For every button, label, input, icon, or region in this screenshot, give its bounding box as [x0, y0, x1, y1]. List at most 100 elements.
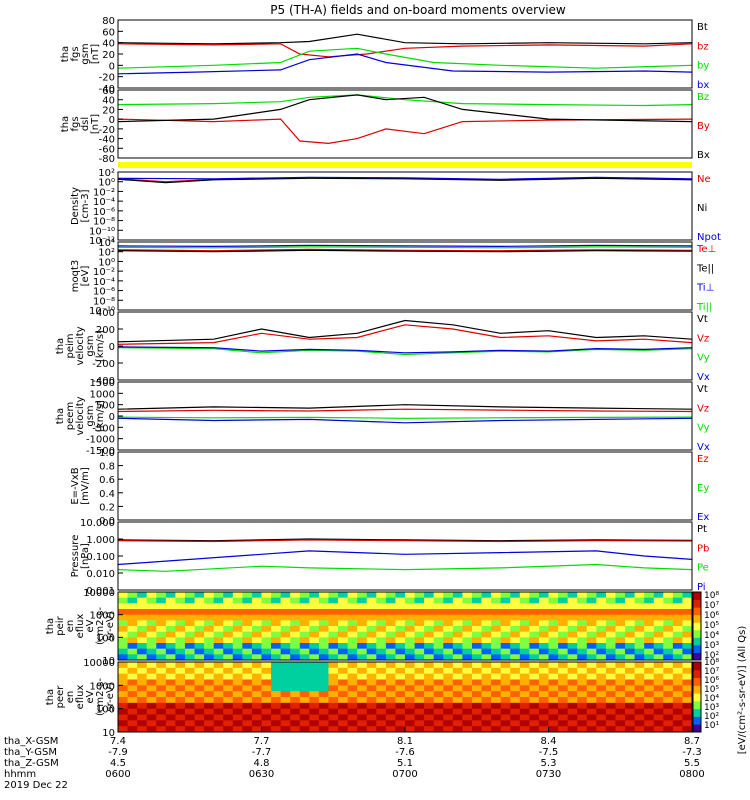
spectrogram-cell — [204, 685, 215, 692]
spectrogram-cell — [433, 691, 444, 698]
spectrogram-cell — [309, 673, 320, 680]
spectrogram-cell — [424, 662, 435, 669]
spectrogram-cell — [137, 614, 148, 621]
spectrogram-cell — [261, 708, 272, 715]
spectrogram-cell — [452, 637, 463, 644]
spectrogram-cell — [338, 631, 349, 638]
spectrogram-cell — [127, 626, 138, 633]
spectrogram-cell — [338, 597, 349, 604]
spectrogram-cell — [223, 603, 234, 610]
spectrogram-cell — [644, 620, 655, 627]
y-tick-label: 500 — [96, 401, 115, 412]
y-tick-label: 40 — [102, 96, 115, 107]
spectrogram-cell — [232, 685, 243, 692]
spectrogram-cell — [471, 626, 483, 633]
spectrogram-cell — [462, 708, 473, 715]
spectrogram-cell — [156, 654, 167, 661]
spectrogram-cell — [127, 714, 138, 721]
spectrogram-cell — [146, 667, 157, 675]
spectrogram-cell — [366, 654, 377, 661]
spectrogram-cell — [577, 637, 588, 644]
spectrogram-cell — [586, 626, 597, 633]
spectrogram-cell — [118, 626, 129, 633]
spectrogram-cell — [290, 648, 301, 655]
spectrogram-cell — [491, 643, 502, 650]
spectrogram-cell — [251, 597, 262, 604]
spectrogram-cell — [433, 726, 444, 733]
spectrogram-cell — [376, 648, 387, 655]
spectrogram-cell — [452, 609, 463, 616]
spectrogram-cell — [663, 679, 674, 686]
spectrogram-cell — [280, 702, 291, 710]
spectrogram-cell — [280, 714, 291, 721]
spectrogram-cell — [366, 714, 377, 721]
spectrogram-cell — [443, 603, 454, 610]
spectrogram-cell — [184, 685, 196, 692]
series-line-Bt — [117, 33, 693, 45]
spectrogram-cell — [567, 654, 578, 661]
spectrogram-cell — [165, 697, 176, 704]
spectrogram-cell — [146, 673, 157, 680]
spectrogram-cell — [175, 697, 186, 704]
y-tick-label: 10000 — [83, 588, 115, 599]
spectrogram-cell — [424, 691, 435, 698]
spectrogram-cell — [653, 614, 664, 621]
spectrogram-cell — [251, 679, 262, 686]
spectrogram-cell — [175, 673, 186, 680]
spectrogram-cell — [653, 714, 664, 721]
spectrogram-cell — [596, 667, 607, 675]
spectrogram-cell — [682, 697, 693, 704]
spectrogram-cell — [510, 679, 521, 686]
spectrogram-cell — [328, 667, 339, 675]
spectrogram-cell — [529, 648, 540, 655]
spectrogram-cell — [538, 631, 549, 638]
y-axis-label-line: gsm — [80, 43, 91, 64]
spectrogram-cell — [577, 685, 588, 692]
spectrogram-cell — [529, 654, 540, 661]
spectrogram-cell — [137, 597, 148, 604]
spectrogram-cell — [558, 667, 569, 675]
spectrogram-cell — [223, 720, 234, 727]
spectrogram-cell — [405, 648, 416, 655]
spectrogram-cell — [146, 691, 157, 698]
y-axis-label-line: eV — [85, 690, 96, 703]
spectrogram-cell — [338, 714, 349, 721]
spectrogram-cell — [529, 667, 540, 675]
spectrogram-cell — [395, 648, 406, 655]
spectrogram-cell — [567, 697, 578, 704]
legend-entry: by — [697, 61, 709, 72]
spectrogram-cell — [137, 702, 148, 710]
spectrogram-cell — [261, 648, 272, 655]
spectrogram-cell — [347, 679, 358, 686]
spectrogram-cell — [347, 620, 358, 627]
spectrogram-cell — [433, 597, 444, 604]
spectrogram-cell — [376, 685, 387, 692]
spectrogram-cell — [462, 592, 473, 599]
spectrogram-cell — [510, 691, 521, 698]
spectrogram-cell — [309, 631, 320, 638]
spectrogram-cell — [271, 726, 282, 733]
spectrogram-cell — [309, 626, 320, 633]
spectrogram-cell — [156, 626, 167, 633]
spectrogram-cell — [318, 597, 329, 604]
spectrogram-cell — [405, 679, 416, 686]
spectrogram-cell — [500, 697, 511, 704]
spectrogram-cell — [376, 720, 387, 727]
spectrogram-cell — [538, 662, 549, 669]
spectrogram-cell — [137, 620, 148, 627]
y-axis-label-line: sr-eV) — [105, 682, 116, 711]
series-line-Vy — [117, 416, 693, 419]
spectrogram-cell — [462, 648, 473, 655]
spectrogram-cell — [280, 685, 291, 692]
spectrogram-cell — [443, 714, 454, 721]
spectrogram-cell — [156, 597, 167, 604]
series-line-by — [117, 47, 693, 69]
spectrogram-cell — [596, 673, 607, 680]
spectrogram-cell — [318, 667, 329, 675]
spectrogram-cell — [175, 662, 186, 669]
spectrogram-cell — [491, 702, 502, 710]
legend-entry: Vz — [697, 333, 709, 344]
spectrogram-cell — [156, 643, 167, 650]
y-tick-label: 10⁻¹⁰ — [89, 226, 115, 237]
